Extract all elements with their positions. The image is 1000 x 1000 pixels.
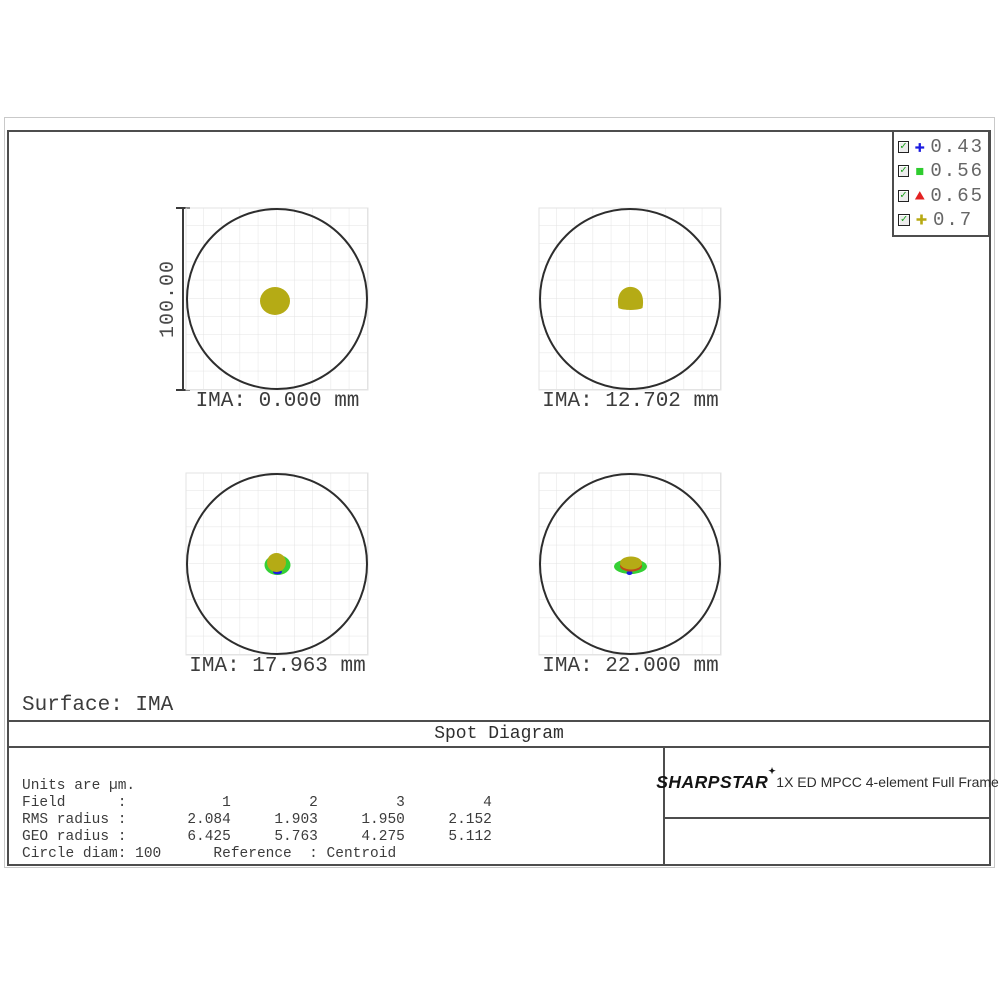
legend-row-043: ✓ 0.43 [898, 136, 984, 158]
spot-diagram-field4 [538, 472, 722, 656]
scale-bar [182, 207, 184, 391]
wavelength-legend: ✓ 0.43 ✓ 0.56 ✓ 0.65 ✓ 0.7 [892, 130, 990, 237]
divider-below-title [7, 746, 991, 748]
airy-circle [539, 473, 721, 655]
table-vertical-divider [663, 746, 665, 866]
plot-frame [7, 130, 991, 866]
branding-cell: SHARPSTAR ✦ 1X ED MPCC 4-element Full Fra… [656, 748, 999, 816]
window-border [4, 117, 995, 868]
sharpstar-logo: SHARPSTAR ✦ [656, 766, 776, 793]
legend-row-056: ✓ 0.56 [898, 160, 984, 182]
plus-marker-icon [915, 142, 925, 152]
wavelength-checkbox-065[interactable]: ✓ [898, 189, 909, 202]
airy-circle [186, 208, 368, 390]
legend-wavelength-label: 0.65 [930, 184, 984, 207]
spot-field2-olive [617, 286, 644, 310]
spot-field3-olive [267, 553, 286, 572]
stats-field-line: Field : 1 2 3 4 [22, 795, 492, 811]
brand-cell-divider [663, 817, 991, 819]
stats-geo-line: GEO radius : 6.425 5.763 4.275 5.112 [22, 829, 492, 845]
surface-label: Surface: IMA [22, 694, 174, 717]
spot-field4-blue [626, 571, 633, 575]
logo-text: SHARPSTAR [656, 771, 769, 792]
wavelength-checkbox-07[interactable]: ✓ [898, 213, 910, 226]
wavelength-checkbox-043[interactable]: ✓ [898, 141, 909, 154]
ima-label-field1: IMA: 0.000 mm [195, 390, 360, 413]
airy-circle [539, 208, 721, 390]
ima-label-field4: IMA: 22.000 mm [542, 655, 719, 678]
page-title: Spot Diagram [434, 724, 564, 744]
legend-row-065: ✓ 0.65 [898, 185, 984, 207]
square-marker-icon [916, 167, 924, 175]
spot-field1-olive [260, 287, 290, 315]
spot-diagram-field3 [185, 472, 369, 656]
spot-field4-olive [620, 556, 642, 570]
star-icon: ✦ [768, 765, 777, 776]
airy-circle [186, 473, 368, 655]
legend-wavelength-label: 0.56 [930, 160, 984, 183]
spot-statistics-block: Units are µm. Field : 1 2 3 4 RMS radius… [22, 778, 492, 863]
stats-rms-line: RMS radius : 2.084 1.903 1.950 2.152 [22, 812, 492, 828]
spot-diagram-field1 [185, 207, 369, 391]
scale-bar-label: 100.00 [157, 260, 180, 339]
legend-wavelength-label: 0.7 [933, 208, 974, 231]
legend-row-07: ✓ 0.7 [898, 209, 984, 231]
stats-circle-line: Circle diam: 100 Reference : Centroid [22, 846, 397, 862]
wavelength-checkbox-056[interactable]: ✓ [898, 165, 909, 178]
triangle-marker-icon [914, 191, 925, 200]
divider-above-title [7, 720, 991, 722]
legend-wavelength-label: 0.43 [930, 136, 984, 159]
scale-bar-top-cap [176, 207, 190, 209]
spot-diagram-field2 [538, 207, 722, 391]
ima-label-field3: IMA: 17.963 mm [189, 655, 366, 678]
scale-bar-bottom-cap [176, 389, 190, 391]
product-name: 1X ED MPCC 4-element Full Frame [776, 774, 999, 790]
stats-units-line: Units are µm. [22, 778, 136, 794]
plus-marker-icon [916, 214, 927, 225]
ima-label-field2: IMA: 12.702 mm [542, 390, 719, 413]
